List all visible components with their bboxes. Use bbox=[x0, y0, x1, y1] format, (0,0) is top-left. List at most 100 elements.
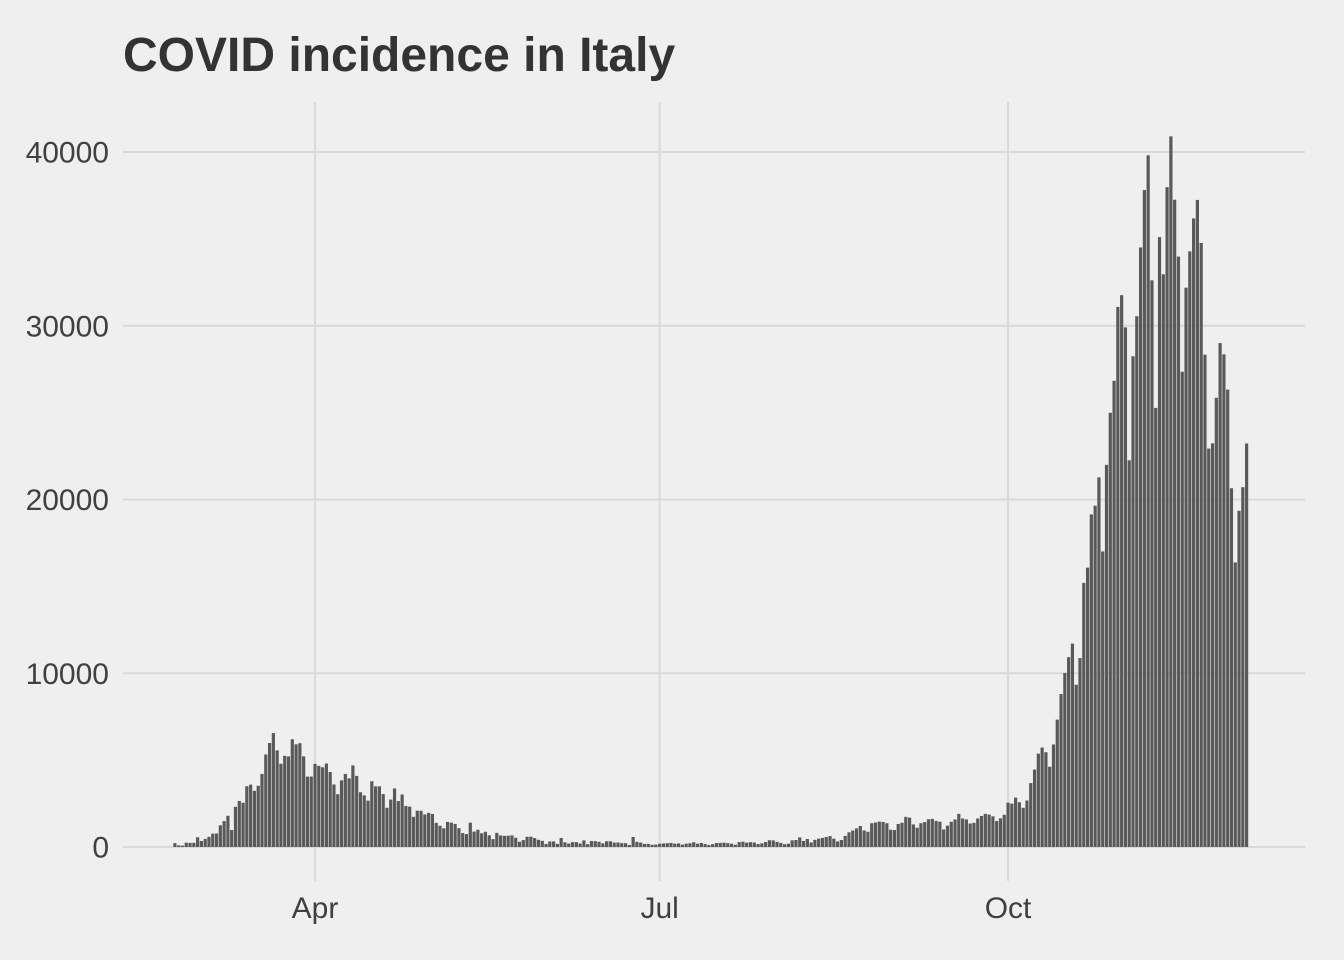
bar bbox=[332, 784, 336, 847]
bar bbox=[1036, 753, 1040, 847]
bar bbox=[711, 844, 715, 847]
bar bbox=[904, 816, 908, 847]
bar bbox=[267, 742, 272, 847]
bar bbox=[1199, 242, 1203, 848]
bar bbox=[1138, 247, 1143, 848]
bar bbox=[953, 819, 957, 847]
bar bbox=[578, 843, 582, 847]
bar bbox=[521, 840, 525, 847]
bar bbox=[309, 776, 313, 847]
bar bbox=[1226, 389, 1230, 847]
bar bbox=[972, 822, 976, 847]
bar bbox=[608, 841, 612, 847]
bar bbox=[923, 822, 927, 847]
bar bbox=[877, 821, 881, 847]
bar bbox=[665, 843, 669, 847]
bar bbox=[949, 821, 953, 847]
bar bbox=[1184, 287, 1188, 847]
bar bbox=[218, 825, 222, 847]
bar bbox=[336, 794, 340, 847]
bar bbox=[1006, 802, 1010, 847]
bar bbox=[1112, 380, 1116, 847]
bar bbox=[476, 829, 480, 847]
bar bbox=[699, 842, 703, 847]
bar bbox=[703, 844, 707, 847]
bar bbox=[1010, 803, 1014, 847]
bar bbox=[589, 840, 594, 847]
bar bbox=[559, 838, 563, 847]
bar bbox=[468, 822, 472, 847]
bar bbox=[400, 794, 404, 847]
bar bbox=[798, 837, 802, 847]
bar bbox=[1214, 397, 1218, 847]
bar bbox=[866, 831, 870, 847]
bar bbox=[1108, 412, 1112, 847]
bar bbox=[192, 842, 196, 847]
bar bbox=[434, 822, 438, 847]
bar bbox=[570, 842, 575, 847]
bar bbox=[851, 830, 855, 847]
bar bbox=[1229, 488, 1234, 847]
bar bbox=[445, 821, 450, 847]
bar bbox=[1245, 443, 1249, 847]
bar bbox=[635, 841, 639, 847]
bar bbox=[184, 842, 188, 847]
bar bbox=[457, 828, 461, 847]
bar bbox=[612, 842, 616, 847]
bar bbox=[1089, 514, 1093, 847]
bar bbox=[536, 839, 541, 847]
bar bbox=[1154, 407, 1158, 847]
bar bbox=[673, 843, 677, 847]
bar bbox=[964, 819, 968, 847]
bar bbox=[1116, 306, 1120, 847]
bar bbox=[1025, 800, 1029, 847]
bar bbox=[919, 823, 923, 847]
x-tick-label: Oct bbox=[985, 892, 1032, 925]
bar bbox=[252, 790, 257, 847]
bar bbox=[692, 842, 696, 847]
bar bbox=[264, 754, 268, 847]
bar bbox=[1188, 251, 1192, 847]
bar bbox=[1233, 562, 1237, 847]
y-tick-label: 10000 bbox=[26, 658, 109, 691]
bar bbox=[555, 843, 559, 847]
bar bbox=[1055, 719, 1059, 847]
bar bbox=[979, 815, 984, 847]
bar bbox=[1131, 356, 1135, 847]
bar bbox=[415, 810, 419, 847]
bar bbox=[1192, 218, 1196, 847]
bar bbox=[1074, 684, 1078, 847]
bar bbox=[786, 843, 790, 847]
bar bbox=[461, 833, 465, 847]
bar bbox=[998, 818, 1003, 847]
bar bbox=[756, 844, 760, 847]
bar bbox=[377, 786, 381, 847]
bar bbox=[900, 822, 904, 847]
bar bbox=[775, 841, 779, 847]
bar bbox=[1104, 464, 1109, 847]
bar bbox=[370, 781, 374, 847]
bar bbox=[783, 844, 787, 847]
bar bbox=[317, 765, 321, 847]
bar bbox=[930, 818, 934, 847]
bar bbox=[203, 838, 207, 847]
bar bbox=[302, 756, 306, 847]
bar bbox=[199, 840, 204, 847]
bar bbox=[423, 814, 427, 847]
bar bbox=[680, 844, 684, 847]
bar bbox=[392, 788, 397, 847]
bar bbox=[207, 836, 211, 847]
bar bbox=[442, 828, 446, 847]
bar bbox=[688, 843, 692, 847]
bar bbox=[605, 841, 609, 847]
bar bbox=[177, 845, 181, 847]
bar bbox=[245, 786, 249, 847]
bar bbox=[1173, 199, 1177, 847]
bar bbox=[529, 836, 533, 847]
bar bbox=[616, 842, 620, 847]
bar bbox=[1207, 448, 1211, 847]
bar bbox=[514, 837, 518, 847]
bar bbox=[249, 784, 253, 847]
bar bbox=[767, 840, 772, 847]
